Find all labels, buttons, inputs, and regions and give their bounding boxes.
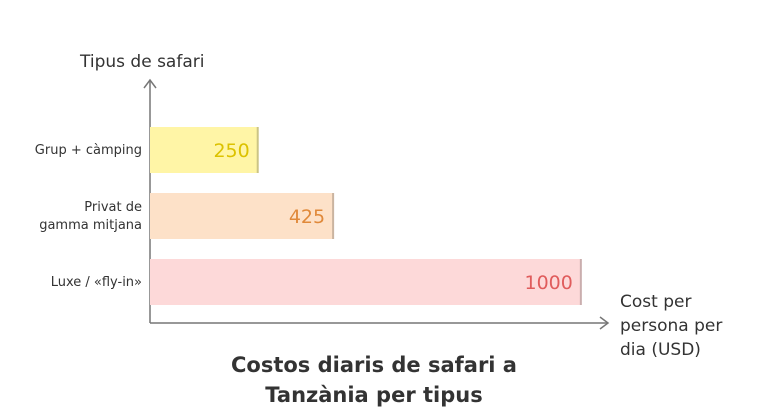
bar: [150, 127, 258, 173]
bar: [150, 193, 334, 239]
chart-title: Costos diaris de safari a Tanzània per ti…: [231, 353, 517, 407]
y-axis-label: Tipus de safari: [79, 52, 204, 72]
value-label: 425: [289, 206, 325, 228]
y-tick-label: Privat de gamma mitjana: [39, 200, 142, 233]
bar: [150, 259, 581, 305]
y-tick-label: Grup + càmping: [35, 143, 142, 158]
value-label: 1000: [524, 272, 572, 294]
x-axis-label: Cost per persona per dia (USD): [620, 292, 722, 360]
y-tick-label: Luxe / «fly-in»: [51, 275, 142, 290]
y-axis-arrow: [143, 78, 157, 89]
x-axis-arrow: [599, 316, 610, 330]
value-label: 250: [213, 140, 249, 162]
